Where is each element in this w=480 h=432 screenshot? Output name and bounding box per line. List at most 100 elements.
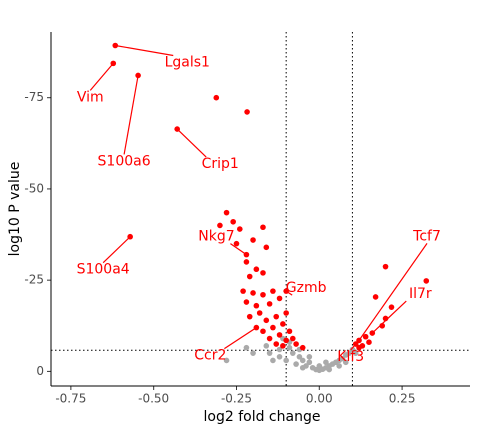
point: [286, 328, 293, 335]
point: [276, 332, 283, 338]
gene-label: Klf3: [337, 349, 364, 365]
point: [283, 337, 289, 344]
gene-label: S100a6: [98, 153, 151, 169]
gene-label: Il7r: [409, 286, 432, 302]
point: [339, 355, 346, 362]
point: [256, 310, 263, 316]
gene-label: Tcf7: [412, 228, 441, 244]
gene-label: Ccr2: [194, 348, 226, 364]
point: [299, 364, 306, 371]
point: [336, 363, 342, 369]
point: [266, 350, 273, 356]
label-connector: [102, 236, 131, 264]
point: [213, 94, 220, 101]
x-tick-label: 0.25: [389, 392, 416, 406]
point: [253, 302, 260, 309]
point: [250, 290, 256, 296]
point: [217, 222, 223, 229]
x-axis-title: log2 fold change: [204, 409, 321, 425]
point: [349, 346, 356, 353]
point: [276, 346, 283, 353]
point: [263, 244, 270, 251]
point: [382, 263, 389, 270]
point: [266, 335, 273, 342]
gene-label: S100a4: [77, 262, 130, 278]
label-connector: [285, 290, 293, 296]
label-connector: [371, 300, 407, 334]
point: [230, 218, 236, 225]
point: [260, 328, 266, 335]
point: [346, 350, 352, 356]
point: [366, 339, 372, 346]
point: [342, 359, 349, 366]
label-connector: [230, 243, 247, 256]
point: [352, 350, 359, 356]
y-tick-label: -75: [24, 90, 44, 104]
point: [260, 270, 266, 276]
point: [260, 224, 266, 231]
point: [296, 354, 303, 360]
point: [246, 313, 253, 320]
point: [270, 357, 276, 364]
label-connector: [176, 128, 207, 158]
point: [280, 321, 286, 327]
label-connector: [123, 75, 139, 155]
point: [250, 237, 256, 243]
point: [323, 359, 329, 366]
point: [236, 226, 243, 232]
point: [283, 357, 289, 364]
point: [299, 344, 306, 351]
point: [263, 317, 270, 324]
point: [286, 344, 293, 351]
point: [243, 344, 250, 351]
point: [388, 304, 395, 310]
x-tick-label: -0.25: [221, 392, 252, 406]
point: [423, 278, 430, 284]
point: [273, 341, 280, 347]
point: [372, 294, 379, 300]
point: [260, 291, 266, 298]
point: [306, 359, 313, 366]
gene-label: Gzmb: [286, 280, 327, 296]
point: [306, 354, 313, 360]
point: [316, 363, 323, 369]
point: [253, 266, 260, 273]
point: [276, 354, 283, 360]
point: [293, 341, 299, 347]
x-tick-label: -0.50: [138, 392, 169, 406]
point: [223, 357, 230, 364]
point: [243, 299, 250, 305]
point: [270, 288, 276, 294]
x-tick-label: -0.75: [55, 392, 86, 406]
y-axis-title: log10 P value: [7, 162, 23, 257]
gene-label: Lgals1: [165, 55, 210, 71]
label-connector: [358, 243, 428, 341]
point: [289, 335, 296, 342]
point: [276, 295, 283, 302]
point: [240, 288, 246, 294]
y-tick-label: -50: [24, 181, 44, 195]
point: [326, 366, 333, 373]
point: [359, 343, 366, 349]
point: [223, 209, 230, 216]
y-tick-label: 0: [36, 364, 44, 378]
point: [293, 361, 299, 367]
point: [263, 343, 270, 349]
point: [233, 240, 240, 247]
point: [243, 259, 250, 265]
gene-label: Nkg7: [198, 229, 234, 245]
point: [250, 350, 256, 356]
point: [299, 357, 306, 364]
y-tick-label: -25: [24, 273, 44, 287]
gene-label: Vim: [77, 89, 104, 105]
point: [283, 310, 289, 316]
label-connector: [224, 327, 257, 350]
point: [280, 343, 286, 349]
x-tick-label: 0.00: [306, 392, 333, 406]
point: [246, 273, 253, 280]
point: [266, 301, 273, 307]
point: [270, 324, 276, 331]
gene-label: Crip1: [202, 156, 239, 172]
point: [289, 350, 296, 356]
